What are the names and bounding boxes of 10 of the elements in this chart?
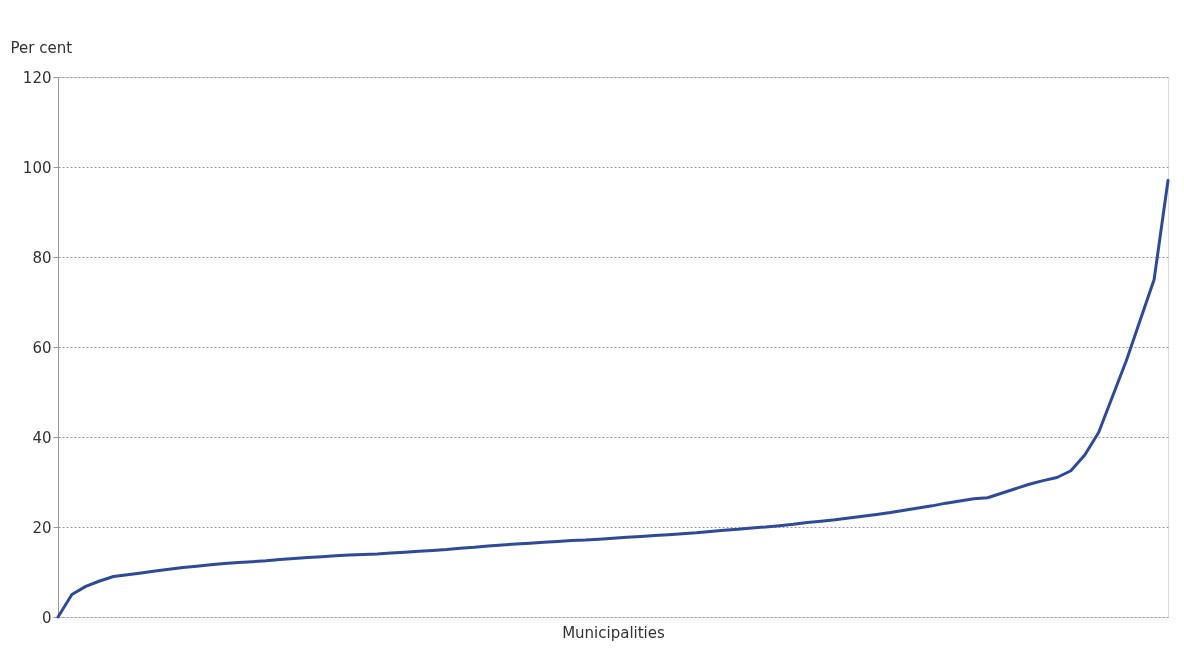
y-axis-title: Per cent [10, 38, 73, 57]
y-tick-label: 0 [41, 608, 52, 627]
y-tick-label: 120 [22, 68, 52, 87]
y-tick-label: 80 [32, 248, 52, 267]
y-tick-label: 60 [32, 338, 52, 357]
y-tick-label: 40 [32, 428, 52, 447]
y-tick-label: 100 [22, 158, 52, 177]
line-series [56, 179, 1170, 619]
x-axis-title: Municipalities [562, 623, 666, 642]
y-tick-label: 20 [32, 518, 52, 537]
